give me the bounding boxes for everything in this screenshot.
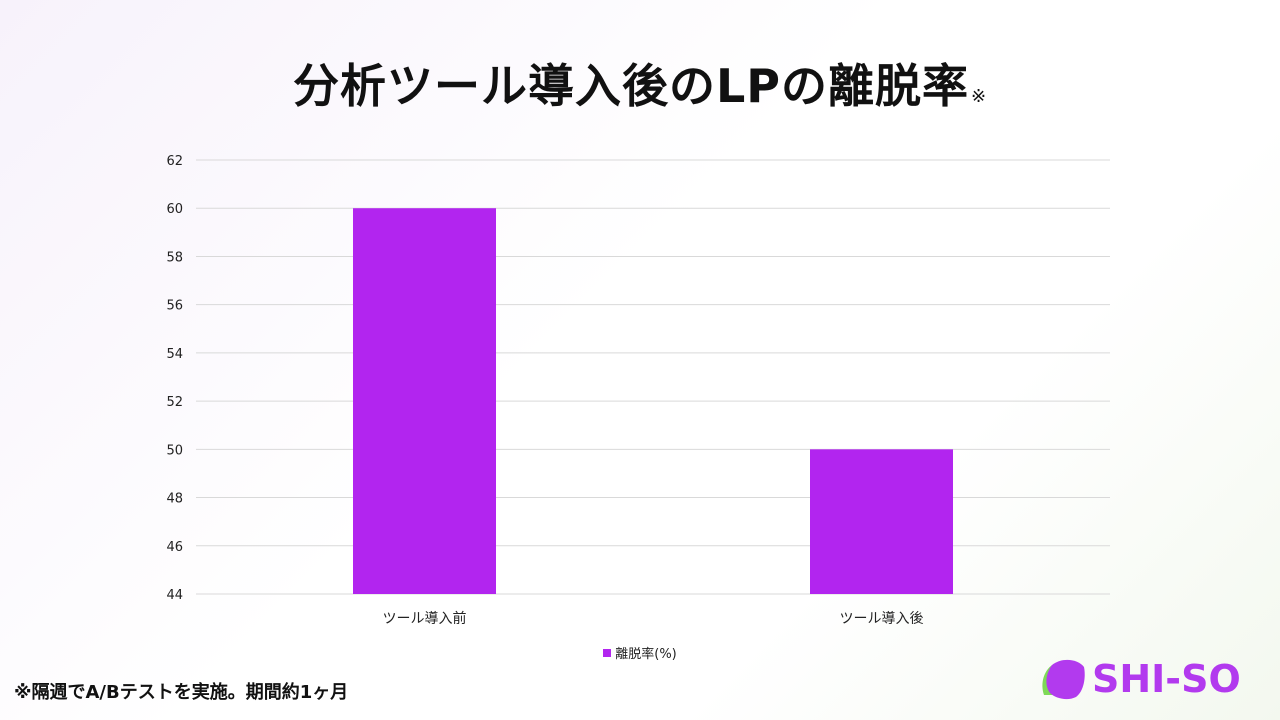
x-tick-label: ツール導入前: [383, 610, 467, 627]
legend-swatch: [603, 649, 612, 657]
y-tick-label: 56: [166, 299, 183, 314]
y-tick-label: 52: [166, 395, 183, 410]
chart-title: 分析ツール導入後のLPの離脱率 ※: [0, 50, 1280, 116]
y-tick-label: 60: [166, 202, 183, 217]
legend-label: 離脱率(%): [615, 647, 677, 662]
y-tick-label: 44: [166, 588, 183, 603]
y-tick-label: 58: [166, 250, 183, 265]
y-tick-label: 62: [166, 154, 183, 169]
y-tick-label: 50: [166, 443, 183, 458]
bar-chart: 44 46 48 50 52 54 56 58 60 62 ツール導入前 ツール導入後: [166, 154, 1110, 627]
bar: [810, 449, 953, 594]
leaf-logo-icon: [1042, 659, 1085, 700]
brand-name: SHI-SO: [1092, 657, 1241, 701]
x-tick-label: ツール導入後: [840, 611, 924, 627]
legend: 離脱率(%): [0, 643, 1280, 662]
title-note-mark: ※: [970, 86, 988, 107]
brand-logo: SHI-SO: [1038, 655, 1268, 703]
bar: [353, 208, 496, 594]
chart-title-text: 分析ツール導入後のLPの離脱率: [292, 59, 969, 113]
footnote: ※隔週でA/Bテストを実施。期間約1ヶ月: [14, 682, 349, 703]
y-tick-label: 46: [166, 540, 183, 555]
y-tick-label: 48: [166, 492, 183, 507]
y-tick-label: 54: [166, 347, 183, 362]
